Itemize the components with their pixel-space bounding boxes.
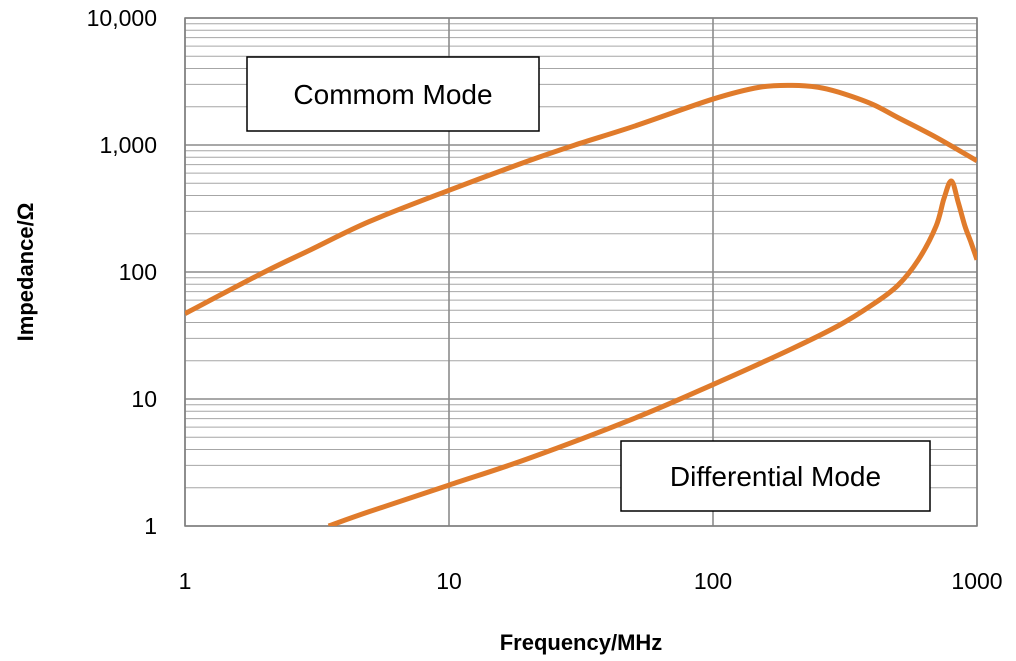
- x-axis-title: Frequency/MHz: [500, 630, 663, 655]
- series-line-common: [185, 82, 977, 316]
- annotation-box: [246, 56, 540, 132]
- annotation-label: Differential Mode: [670, 461, 881, 492]
- annotation-box: [620, 440, 931, 512]
- series-layer: [185, 82, 977, 526]
- y-tick-label: 10: [131, 386, 157, 412]
- x-tick-labels: 1 10 100 1000: [179, 568, 1003, 594]
- annotation-layer: Commom Mode Differential Mode: [246, 56, 931, 512]
- y-tick-label: 100: [119, 259, 157, 285]
- x-tick-label: 10: [436, 568, 462, 594]
- annotation-common: Commom Mode: [246, 56, 540, 132]
- y-axis-title: Impedance/Ω: [13, 203, 38, 342]
- x-tick-label: 1000: [951, 568, 1002, 594]
- y-tick-label: 1,000: [99, 132, 157, 158]
- y-tick-label: 1: [144, 513, 157, 539]
- plot-border: [184, 17, 978, 527]
- y-tick-labels: 1 10 100 1,000 10,000: [87, 5, 157, 539]
- x-tick-label: 100: [694, 568, 732, 594]
- series-line-differential: [327, 178, 977, 526]
- y-tick-label: 10,000: [87, 5, 157, 31]
- x-tick-label: 1: [179, 568, 192, 594]
- annotation-differential: Differential Mode: [620, 440, 931, 512]
- annotation-label: Commom Mode: [293, 79, 492, 110]
